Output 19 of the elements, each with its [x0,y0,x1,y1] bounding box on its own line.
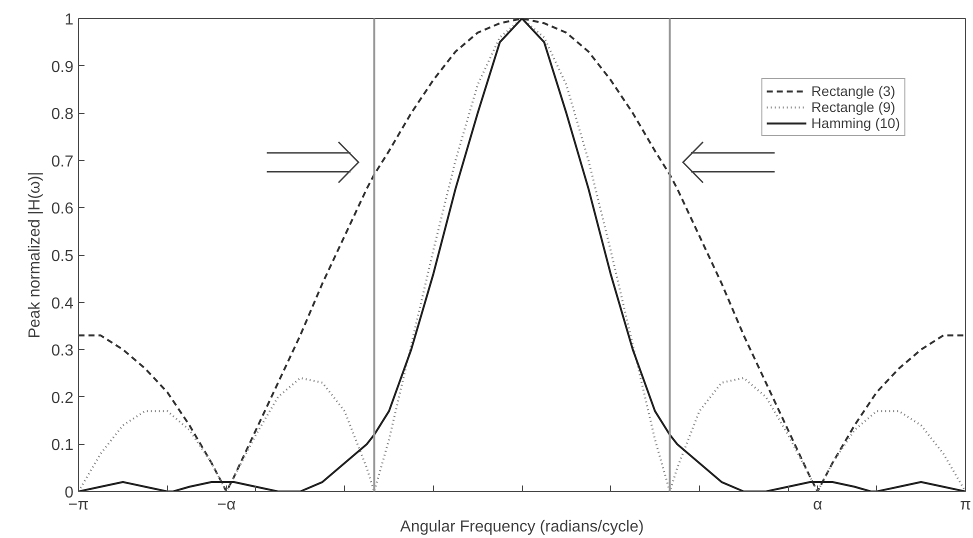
x-axis-title: Angular Frequency (radians/cycle) [400,518,644,536]
y-tick-label: 0.5 [51,248,74,265]
legend-label: Hamming (10) [811,115,900,131]
y-tick-label: 0.9 [51,58,74,76]
x-tick-label: π [960,496,972,514]
y-axis-title: Peak normalized |H(ω)| [26,172,44,338]
line-series [78,18,966,492]
y-tick-label: 0.3 [51,342,74,360]
x-tick-label: −α [217,496,236,514]
legend-label: Rectangle (9) [811,99,896,115]
legend-label: Rectangle (3) [811,83,896,99]
y-tick-label: 0.2 [51,390,74,407]
y-tick-label: 0.7 [51,153,74,170]
y-tick-label: 0.6 [51,200,74,218]
y-tick-label: 0.1 [51,437,74,454]
x-tick-label: α [812,496,822,514]
y-tick-label: 0.4 [51,295,74,312]
y-tick-label: 0.8 [51,106,74,124]
y-tick-label: 1 [64,12,74,28]
